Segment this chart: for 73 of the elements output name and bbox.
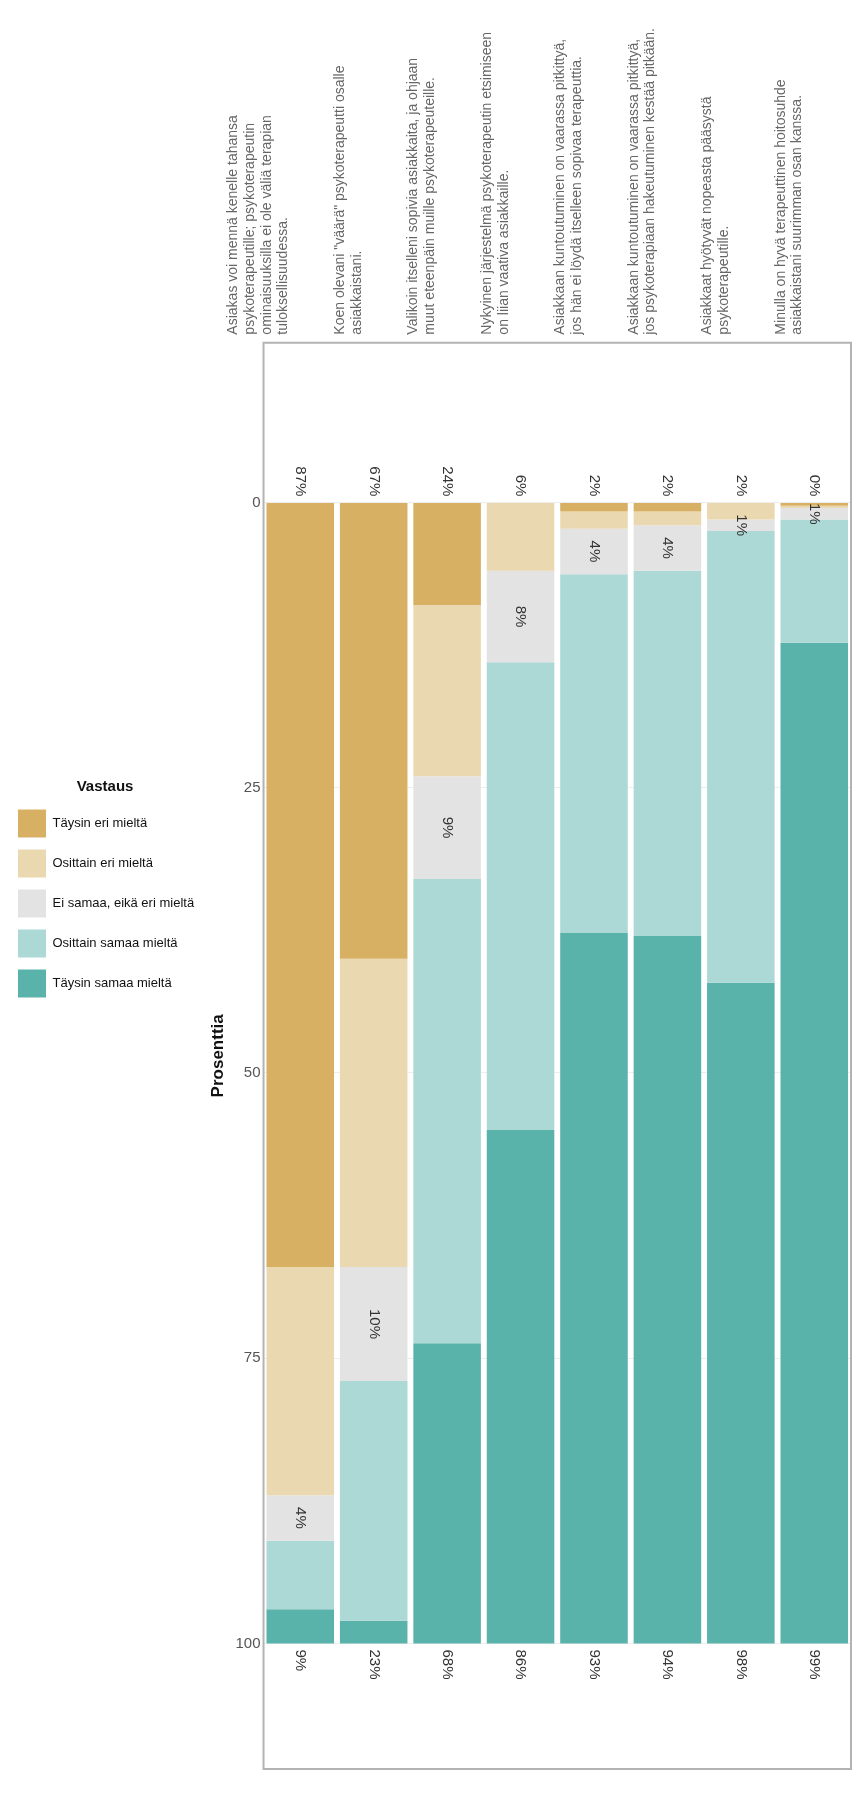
legend-label: Osittain samaa mieltä (52, 935, 179, 951)
annotation: 98% (733, 1649, 751, 1680)
legend-label: Osittain eri mieltä (52, 855, 154, 871)
bar (413, 605, 481, 777)
x-tick-label: Nykyinen järjestelmä psykoterapeutin etsimiseen on liian vaativa asiakkaille. (477, 31, 511, 335)
x-tick-label: Asiakkaat hyötyvät nopeasta pääsystä psykoterapeutille. (698, 96, 731, 335)
legend-label: Ei samaa, eikä eri mieltä (52, 895, 195, 911)
bar (339, 1381, 408, 1621)
bar (266, 1495, 335, 1541)
x-tick-label: Asiakkaan kuntoutuminen on vaarassa pitkittyä, jos hän ei löydä itselleen sopivaa terapeuttia. (551, 38, 585, 336)
data-label: 1% (733, 514, 751, 537)
annotation: 24% (439, 466, 457, 497)
data-label: 1% (807, 502, 825, 525)
data-label: 8% (513, 605, 531, 628)
bar (266, 1540, 335, 1610)
x-tick-label: Koen olevani "väärä" psykoterapeutti osalle asiakkaistani. (330, 65, 364, 335)
annotation: 87% (293, 466, 311, 497)
bar (486, 502, 555, 571)
annotation: 2% (586, 474, 604, 497)
annotation: 23% (366, 1649, 384, 1680)
bar (266, 1609, 335, 1644)
x-tick-label: Minulla on hyvä terapeuttinen hoitosuhde asiakkaistani suurimman osan kanssa. (771, 79, 805, 335)
bar (486, 1129, 555, 1644)
x-tick-label: Valikoin itselleni sopivia asiakkaita, ja ohjaan muut eteenpäin muille psykoterapeuteille. (404, 57, 438, 335)
bar (339, 1620, 408, 1644)
annotation: 6% (513, 474, 531, 497)
data-label: 10% (366, 1308, 384, 1339)
annotation: 93% (586, 1649, 604, 1680)
annotation: 94% (660, 1649, 678, 1680)
y-tick-label: 100 (235, 1633, 261, 1651)
legend-label: Täysin samaa mieltä (52, 975, 173, 991)
bar (560, 502, 628, 512)
x-tick-label: Asiakkaan kuntoutuminen on vaarassa pitkittyä, jos psykoterapiaan hakeutuminen kestää pitkään. (624, 28, 658, 336)
bar (633, 525, 702, 571)
bar (486, 570, 555, 663)
y-tick-label: 0 (252, 492, 261, 510)
data-label: 4% (586, 540, 604, 563)
bar (339, 502, 408, 959)
annotation: 9% (293, 1649, 311, 1672)
bar (413, 1343, 481, 1644)
x-tick-label: Asiakas voi mennä kenelle tahansa psykoterapeutille; psykoterapeutin ominaisuuksilla ei ole väliä terapian tuloksellisuudessa. (223, 114, 291, 335)
bar (560, 528, 628, 575)
bar (560, 932, 628, 1644)
annotation: 86% (513, 1649, 531, 1680)
y-tick-label: 75 (243, 1348, 261, 1366)
y-axis-title: Prosenttia (208, 1013, 227, 1098)
data-label: 4% (293, 1507, 311, 1529)
annotation: 0% (807, 474, 825, 497)
data-label: 4% (660, 537, 678, 559)
bar (633, 511, 702, 526)
bar (633, 502, 702, 512)
bar (707, 982, 775, 1644)
annotation: 2% (660, 474, 678, 497)
annotation: 2% (733, 474, 751, 497)
bar (486, 662, 555, 1130)
bar (413, 878, 481, 1344)
legend-label: Täysin eri mieltä (52, 815, 148, 831)
bar (266, 1266, 335, 1496)
annotation: 68% (439, 1649, 457, 1680)
bar (780, 642, 849, 1644)
bar (266, 502, 335, 1267)
bar (633, 936, 702, 1644)
data-label: 9% (439, 816, 457, 839)
annotation: 67% (366, 466, 384, 497)
bar (560, 511, 628, 529)
bar (339, 958, 408, 1267)
legend-title: Vastaus (76, 777, 134, 795)
bar (633, 570, 702, 937)
y-tick-label: 50 (243, 1063, 261, 1081)
y-tick-label: 25 (243, 777, 261, 795)
bar (560, 574, 628, 933)
bar (413, 502, 481, 606)
annotation: 99% (807, 1649, 825, 1680)
